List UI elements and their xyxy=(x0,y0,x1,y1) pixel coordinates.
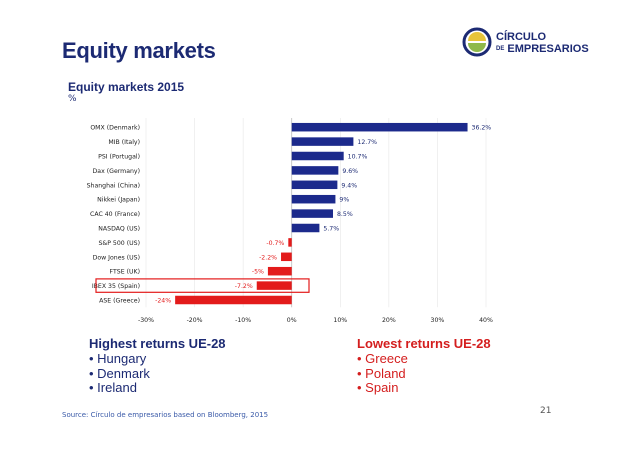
logo: CÍRCULO DE EMPRESARIOS xyxy=(462,27,602,61)
bar xyxy=(291,223,320,233)
category-label: FTSE (UK) xyxy=(110,269,140,276)
slide-title: Equity markets xyxy=(62,38,216,63)
category-label: Nikkei (Japan) xyxy=(97,197,140,204)
data-label: -0.7% xyxy=(266,240,284,247)
lowest-returns-item: Poland xyxy=(357,366,408,382)
x-tick-label: 40% xyxy=(479,317,493,324)
data-label: 9.4% xyxy=(341,182,357,189)
lowest-returns-item: Spain xyxy=(357,380,408,396)
data-label: 12.7% xyxy=(357,139,377,146)
bar xyxy=(291,180,338,190)
bar xyxy=(291,122,468,132)
source-note: Source: Círculo de empresarios based on … xyxy=(62,411,269,419)
data-label: 9% xyxy=(339,197,349,204)
data-label: -7.2% xyxy=(235,283,253,290)
highest-returns-item: Hungary xyxy=(89,351,150,367)
bar xyxy=(291,137,354,146)
chart-title: Equity markets 2015 xyxy=(68,80,185,94)
logo-text: CÍRCULO DE EMPRESARIOS xyxy=(496,31,589,55)
lowest-returns-list: Greece Poland Spain xyxy=(357,351,408,396)
category-label: Dow Jones (US) xyxy=(93,254,140,261)
page-number: 21 xyxy=(540,406,552,416)
data-label: 5.7% xyxy=(323,226,339,233)
logo-line2: DE EMPRESARIOS xyxy=(496,43,589,55)
highest-returns-title: Highest returns UE-28 xyxy=(89,336,226,351)
highest-returns-item: Denmark xyxy=(89,366,150,382)
category-label: IBEX 35 (Spain) xyxy=(92,283,140,290)
chart-unit: % xyxy=(68,94,77,104)
data-label: -24% xyxy=(155,298,171,305)
x-tick-label: -30% xyxy=(138,317,154,324)
category-label: ASE (Greece) xyxy=(99,298,140,305)
x-tick-label: -10% xyxy=(235,317,251,324)
data-label: 36.2% xyxy=(472,125,492,132)
bar xyxy=(175,295,292,305)
category-label: Shanghai (China) xyxy=(87,182,140,189)
x-tick-label: -20% xyxy=(187,317,203,324)
bar xyxy=(288,238,292,247)
data-label: 8.5% xyxy=(337,211,353,218)
bar xyxy=(267,266,292,276)
category-label: CAC 40 (France) xyxy=(90,211,140,218)
category-label: MIB (Italy) xyxy=(108,139,140,146)
data-label: -5% xyxy=(252,269,264,276)
logo-emblem-icon xyxy=(462,27,492,57)
category-label: Dax (Germany) xyxy=(93,168,140,175)
x-tick-label: 30% xyxy=(431,317,445,324)
category-label: NASDAQ (US) xyxy=(98,226,140,233)
highest-returns-item: Ireland xyxy=(89,380,150,396)
bar xyxy=(291,151,344,161)
bar xyxy=(256,281,292,290)
x-tick-label: 0% xyxy=(287,317,297,324)
bar xyxy=(291,194,336,204)
highest-returns-list: Hungary Denmark Ireland xyxy=(89,351,150,396)
data-label: 10.7% xyxy=(348,154,368,161)
bar xyxy=(291,209,333,218)
logo-line1: CÍRCULO xyxy=(496,31,547,43)
data-label: -2.2% xyxy=(259,254,277,261)
x-tick-label: 20% xyxy=(382,317,396,324)
category-label: PSI (Portugal) xyxy=(98,154,140,161)
bar xyxy=(281,252,292,262)
x-tick-label: 10% xyxy=(333,317,347,324)
lowest-returns-title: Lowest returns UE-28 xyxy=(357,336,491,351)
bar xyxy=(291,166,339,175)
logo-line2-prefix: DE xyxy=(496,46,505,52)
category-label: OMX (Denmark) xyxy=(90,125,140,132)
category-label: S&P 500 (US) xyxy=(98,240,140,247)
bar-chart: OMX (Denmark) 36.2% MIB (Italy) 12.7% PSI (P… xyxy=(87,118,493,324)
data-label: 9.6% xyxy=(342,168,358,175)
highlight-box xyxy=(95,278,310,293)
logo-line2-main: EMPRESARIOS xyxy=(507,43,589,55)
lowest-returns-item: Greece xyxy=(357,351,408,367)
